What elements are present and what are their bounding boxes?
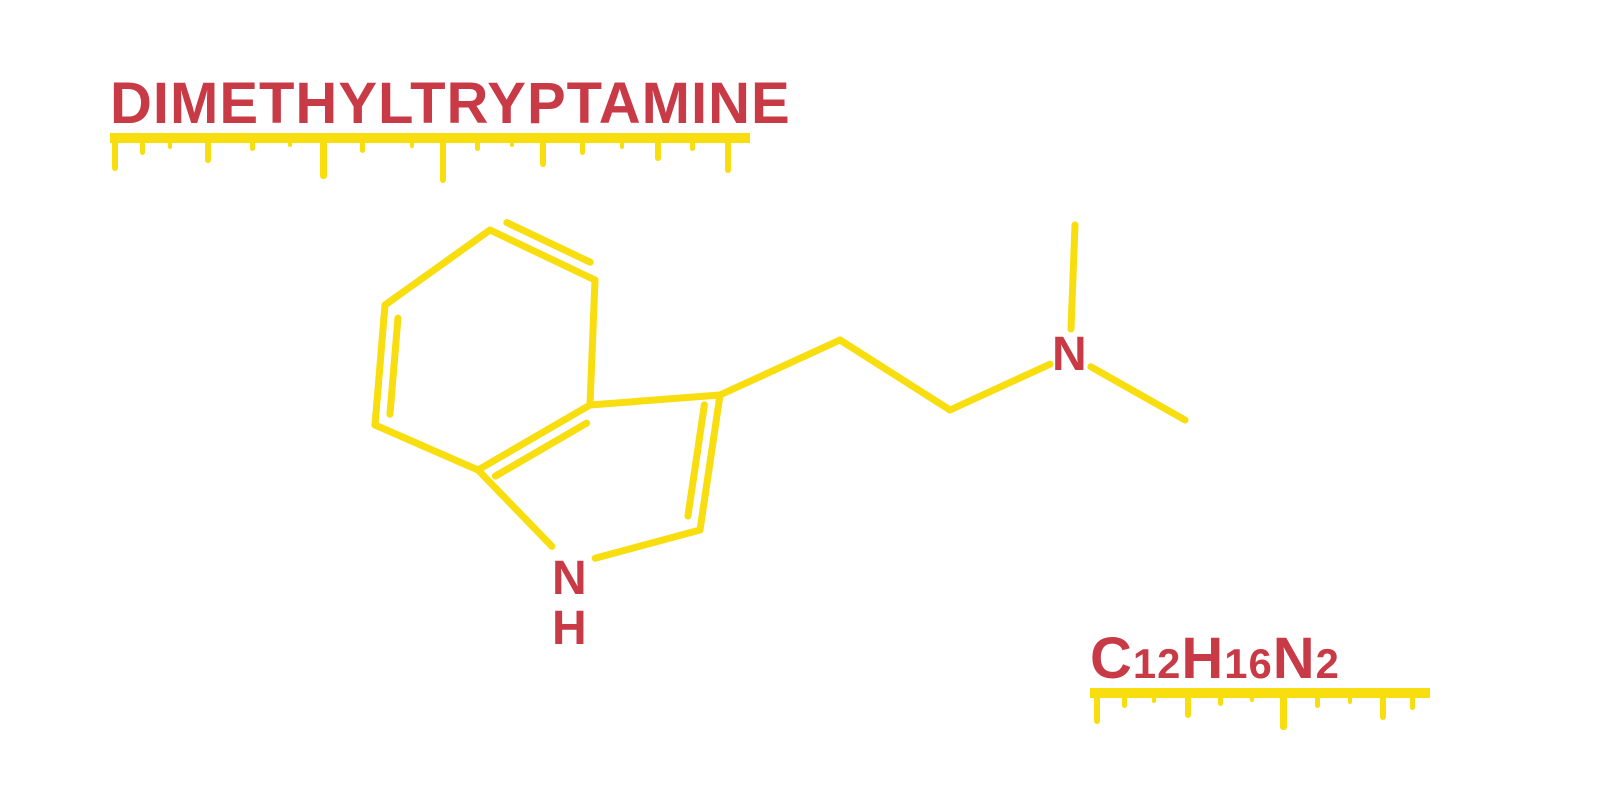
bond-line xyxy=(590,280,595,405)
bond-line xyxy=(1091,367,1185,420)
molecular-structure-diagram xyxy=(0,0,1601,801)
atom-symbol-below: H xyxy=(552,605,587,653)
bond-line xyxy=(478,470,552,546)
atom-symbol: N xyxy=(1052,331,1087,379)
atom-label: NH xyxy=(552,555,587,653)
atom-label: N xyxy=(1052,331,1087,379)
bond-line xyxy=(385,230,490,305)
bond-line xyxy=(590,395,720,405)
bond-line xyxy=(840,340,950,410)
bond-line xyxy=(1071,225,1075,329)
atom-symbol: N xyxy=(552,555,587,603)
bond-line xyxy=(950,364,1050,410)
bond-line xyxy=(375,425,478,470)
bond-line xyxy=(478,405,590,470)
bond-line xyxy=(595,530,700,558)
bond-line xyxy=(375,305,385,425)
bond-line xyxy=(720,340,840,395)
bond-line xyxy=(390,318,398,414)
